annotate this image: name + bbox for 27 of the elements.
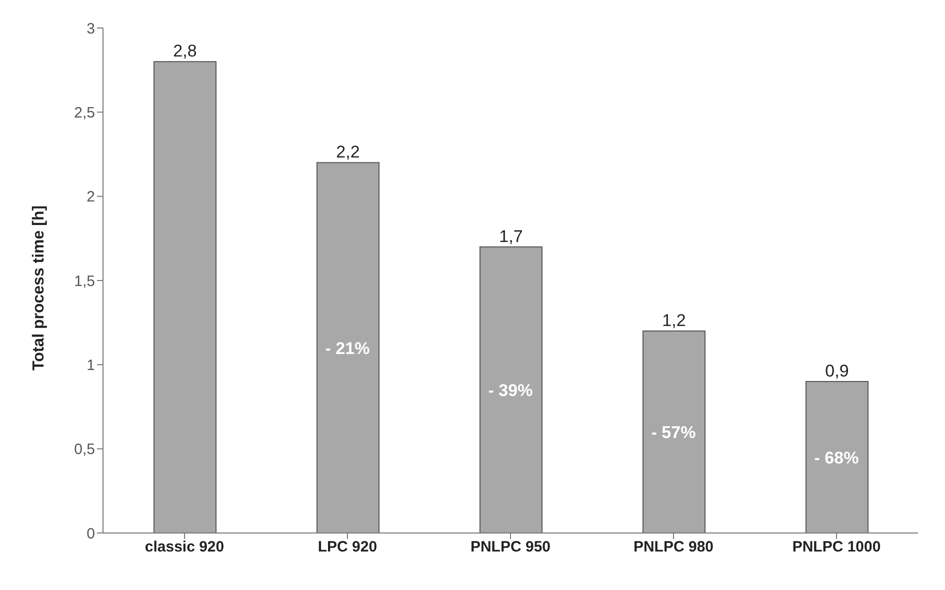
data-label: 2,8 <box>173 42 197 61</box>
bar <box>480 246 542 533</box>
data-label: 2,2 <box>336 142 360 162</box>
x-tick-label: LPC 920 <box>318 538 378 556</box>
y-tick-label: 2,5 <box>74 104 95 122</box>
data-label: 0,9 <box>825 362 849 380</box>
y-tick-label: 1,5 <box>74 272 95 290</box>
annotation: - 57% <box>651 423 696 442</box>
y-tick-label: 0,5 <box>74 441 95 458</box>
annotation: - 21% <box>325 338 370 358</box>
data-label: 1,7 <box>499 226 523 246</box>
annotation: - 68% <box>814 448 859 468</box>
y-axis-title: Total process time [h] <box>30 205 48 370</box>
data-label: 1,2 <box>662 311 686 330</box>
bar <box>154 61 216 533</box>
x-tick-label: classic 920 <box>144 538 224 556</box>
x-tick-label: PNLPC 1000 <box>792 538 881 556</box>
annotation: - 39% <box>488 380 533 400</box>
y-tick-label: 3 <box>86 20 95 38</box>
bar <box>316 162 380 533</box>
bar <box>642 330 706 533</box>
bar <box>806 381 868 533</box>
y-tick-label: 2 <box>86 188 95 206</box>
x-tick-label: PNLPC 950 <box>470 538 551 556</box>
y-tick-label: 0 <box>86 525 95 542</box>
y-tick-label: 1 <box>86 356 95 374</box>
x-tick-label: PNLPC 980 <box>633 538 714 556</box>
